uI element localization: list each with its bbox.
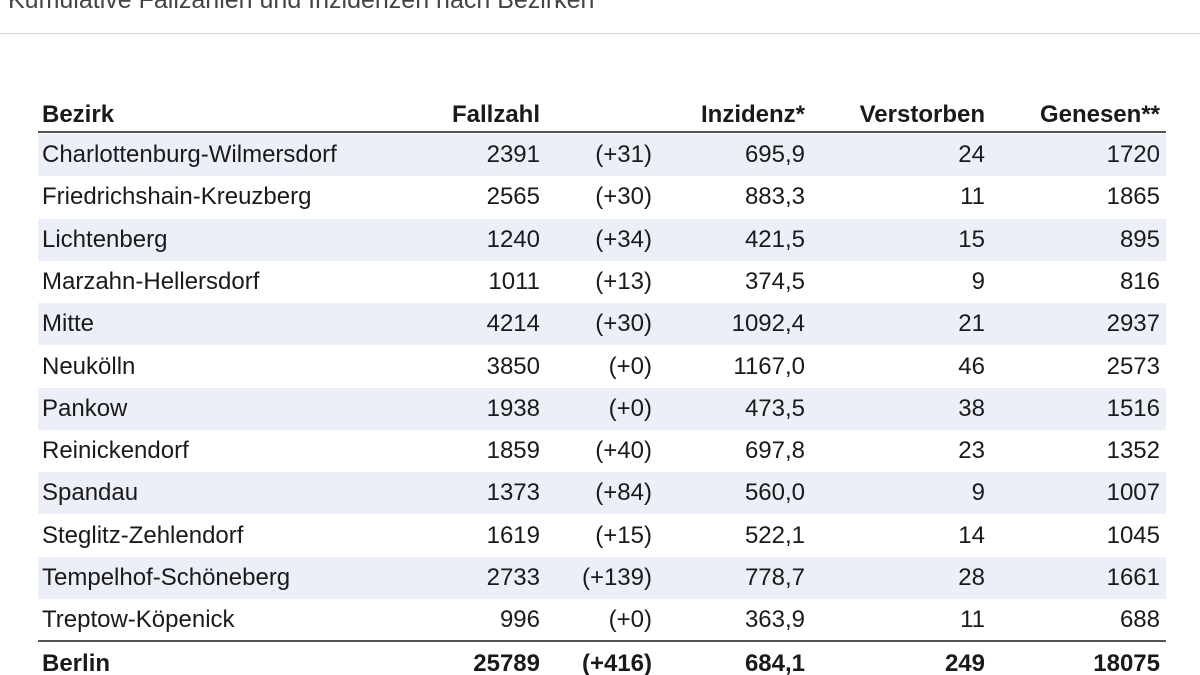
table-cell: 4214 xyxy=(486,310,540,338)
district-name: Tempelhof-Schöneberg xyxy=(42,564,291,591)
table-cell: 28 xyxy=(958,564,985,591)
table-cell: (+30) xyxy=(595,310,652,338)
column-header: Bezirk xyxy=(42,101,115,128)
table-cell: (+34) xyxy=(595,225,652,253)
table-cell: 1661 xyxy=(1106,564,1160,591)
table-cell: 2391 xyxy=(486,141,540,168)
district-name: Neukölln xyxy=(42,352,136,380)
district-name: Marzahn-Hellersdorf xyxy=(42,267,260,295)
table-cell: 21 xyxy=(958,310,985,338)
table-cell: (+40) xyxy=(595,437,652,465)
table-cell: 2565 xyxy=(486,183,540,211)
table-cell: 688 xyxy=(1119,606,1160,634)
table-cell: 2937 xyxy=(1106,310,1160,338)
table-cell: 697,8 xyxy=(744,437,805,465)
table-cell: 38 xyxy=(958,394,985,422)
table-cell: 11 xyxy=(960,606,985,634)
table-cell: 1352 xyxy=(1106,437,1160,465)
table-cell: 996 xyxy=(499,606,540,634)
total-cell: 18075 xyxy=(1093,650,1160,675)
district-name: Treptow-Köpenick xyxy=(42,606,235,634)
district-name: Steglitz-Zehlendorf xyxy=(42,521,244,549)
table-cell: (+30) xyxy=(595,183,652,211)
table-cell: 522,1 xyxy=(744,521,805,549)
table-cell: 3850 xyxy=(486,352,540,380)
table-cell: (+84) xyxy=(595,479,652,507)
table-cell: 14 xyxy=(958,521,985,549)
row-band xyxy=(38,387,1166,430)
table-cell: 1045 xyxy=(1106,521,1160,549)
total-cell: (+416) xyxy=(581,650,652,675)
table-cell: 1720 xyxy=(1106,141,1160,168)
table-cell: 1938 xyxy=(486,394,540,422)
table-cell: (+31) xyxy=(595,141,652,168)
table-cell: 1865 xyxy=(1106,183,1160,211)
total-cell: 25789 xyxy=(473,650,540,675)
total-rule xyxy=(38,640,1166,642)
table-cell: 1092,4 xyxy=(731,310,805,338)
table-cell: 816 xyxy=(1119,267,1160,295)
table-cell: 2733 xyxy=(486,564,540,591)
table-cell: (+15) xyxy=(595,521,652,549)
district-name: Charlottenburg-Wilmersdorf xyxy=(42,141,337,168)
table-cell: (+0) xyxy=(608,394,652,422)
header-rule xyxy=(38,131,1166,133)
district-name: Reinickendorf xyxy=(42,437,189,465)
total-cell: 249 xyxy=(944,650,985,675)
table-cell: 560,0 xyxy=(744,479,805,507)
row-band xyxy=(38,557,1166,599)
table-cell: 883,3 xyxy=(744,183,805,211)
total-label: Berlin xyxy=(42,650,111,675)
table-cell: 9 xyxy=(971,479,985,507)
district-name: Pankow xyxy=(42,394,128,422)
table-cell: 11 xyxy=(960,183,985,211)
column-header: Inzidenz* xyxy=(700,101,805,128)
table-cell: 695,9 xyxy=(744,141,805,168)
district-name: Friedrichshain-Kreuzberg xyxy=(42,183,312,211)
district-name: Mitte xyxy=(42,310,95,338)
table-cell: 9 xyxy=(971,267,985,295)
district-name: Spandau xyxy=(42,479,139,507)
table-cell: 1373 xyxy=(486,479,540,507)
table-cell: 2573 xyxy=(1106,352,1160,380)
table-cell: (+13) xyxy=(595,267,652,295)
table-cell: (+139) xyxy=(581,564,652,591)
table-cell: 895 xyxy=(1119,225,1160,253)
row-band xyxy=(38,218,1166,261)
row-band xyxy=(38,134,1166,176)
table-cell: 1619 xyxy=(486,521,540,549)
table-cell: 23 xyxy=(958,437,985,465)
title-separator xyxy=(0,33,1200,34)
table-cell: 24 xyxy=(958,141,985,168)
table-cell: 15 xyxy=(958,225,985,253)
row-band xyxy=(38,472,1166,515)
table-cell: 363,9 xyxy=(744,606,805,634)
table-cell: 1859 xyxy=(486,437,540,465)
district-name: Lichtenberg xyxy=(42,225,168,253)
table-cell: 473,5 xyxy=(744,394,805,422)
table-cell: (+0) xyxy=(608,606,652,634)
table-cell: 46 xyxy=(958,352,985,380)
table-cell: 374,5 xyxy=(744,267,805,295)
page-title: Kumulative Fallzahlen und Inzidenzen nac… xyxy=(8,0,595,14)
table-cell: 1007 xyxy=(1106,479,1160,507)
total-cell: 684,1 xyxy=(744,650,805,675)
table-cell: 1167,0 xyxy=(733,352,805,380)
table-cell: 1011 xyxy=(488,267,540,295)
table-cell: 1240 xyxy=(486,225,540,253)
column-header: Genesen** xyxy=(1039,101,1160,128)
table-cell: 778,7 xyxy=(744,564,805,591)
table-cell: 421,5 xyxy=(744,225,805,253)
column-header: Verstorben xyxy=(859,101,985,128)
column-header: Fallzahl xyxy=(451,101,540,128)
table-cell: 1516 xyxy=(1106,394,1160,422)
row-band xyxy=(38,303,1166,346)
table-cell: (+0) xyxy=(608,352,652,380)
